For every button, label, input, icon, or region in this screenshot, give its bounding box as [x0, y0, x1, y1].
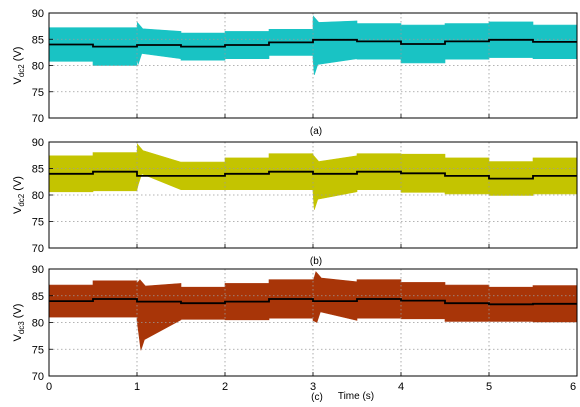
- panel-2: 70 75 80 85 90 Vdc2 (V) (b): [12, 137, 578, 267]
- y-tick-label: 75: [32, 344, 44, 356]
- mean-voltage-line: [49, 170, 577, 180]
- y-tick-label: 80: [32, 190, 44, 202]
- y-tick-label: 80: [32, 61, 44, 73]
- mean-voltage-line: [49, 298, 577, 306]
- y-axis-label: Vdc2 (V): [12, 47, 26, 85]
- panel-1: 70 75 80 85 90 Vdc2 (V) (a): [12, 8, 578, 137]
- x-axis-label: Time (s): [338, 391, 374, 402]
- panel-caption: (a): [310, 126, 322, 137]
- x-tick-label: 6: [570, 381, 576, 393]
- panel-caption: (c): [311, 392, 323, 403]
- y-tick-label: 75: [32, 87, 44, 99]
- mean-voltage-line: [49, 38, 577, 48]
- panel-caption: (b): [310, 256, 322, 267]
- ripple-band: [48, 271, 578, 351]
- y-tick-label: 85: [32, 34, 44, 46]
- y-axis-label: Vdc2 (V): [12, 176, 26, 214]
- y-tick-label: 85: [32, 291, 44, 303]
- y-tick-label: 90: [32, 264, 44, 276]
- y-tick-label: 80: [32, 318, 44, 330]
- y-tick-label: 90: [32, 8, 44, 20]
- x-tick-label: 1: [134, 381, 140, 393]
- x-tick-label: 3: [310, 381, 316, 393]
- x-tick-label: 0: [46, 381, 52, 393]
- y-axis-label: Vdc3 (V): [12, 304, 26, 342]
- y-tick-label: 70: [32, 243, 44, 255]
- x-tick-label: 2: [222, 381, 228, 393]
- ripple-band: [48, 143, 578, 210]
- y-tick-label: 75: [32, 217, 44, 229]
- y-tick-label: 70: [32, 113, 44, 125]
- x-tick-label: 5: [486, 381, 492, 393]
- y-tick-label: 85: [32, 164, 44, 176]
- y-tick-label: 90: [32, 137, 44, 149]
- x-tick-label: 4: [398, 381, 404, 393]
- y-tick-label: 70: [32, 371, 44, 383]
- panel-3: 70 75 80 85 90 0 1 2 3 4 5 6 Vdc3 (V) (c) Time (s): [12, 264, 578, 403]
